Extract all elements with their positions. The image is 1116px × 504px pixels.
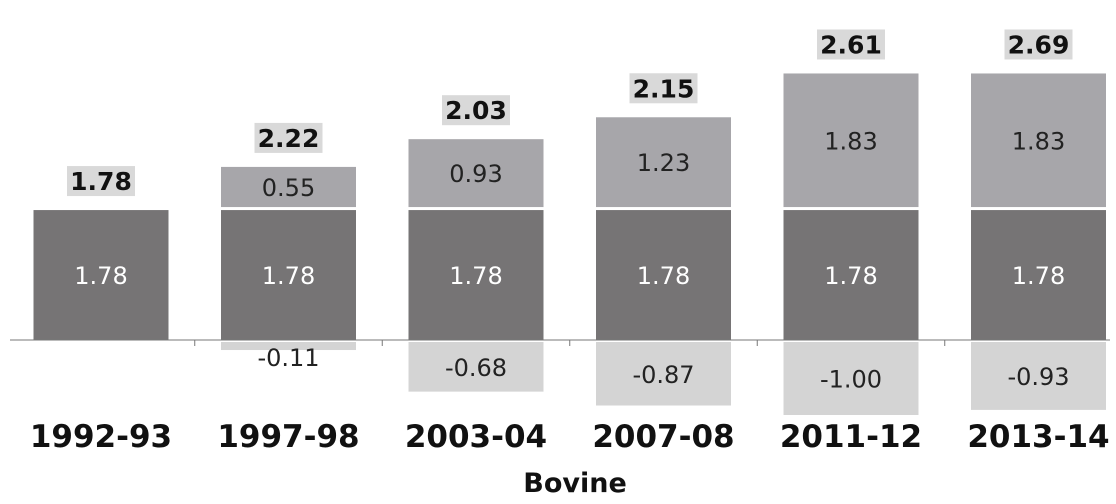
- bar-increase-label: 1.83: [824, 127, 877, 155]
- labels-layer: 1.78 1.78 1992-93 1.78 0.55 -0.11 2.22 1997-98 1…: [30, 29, 1110, 455]
- bar-decrease-segment: [783, 342, 919, 415]
- total-label-box: [442, 95, 510, 126]
- bar-increase-segment: [971, 73, 1106, 208]
- total-label: 2.61: [820, 30, 882, 59]
- bar-base-label: 1.78: [637, 262, 690, 290]
- x-axis-label: Bovine: [523, 468, 627, 499]
- category-label: 1992-93: [30, 419, 172, 455]
- total-label: 2.03: [445, 96, 507, 125]
- bar-increase-segment: [596, 117, 731, 208]
- bar-increase-segment: [783, 73, 919, 208]
- bar-base-segment: [408, 210, 544, 340]
- total-label: 2.22: [258, 124, 320, 153]
- total-label-box: [1004, 29, 1073, 60]
- total-label-box: [254, 122, 323, 153]
- bar-base-segment: [33, 210, 169, 340]
- bar-increase-segment: [408, 139, 544, 208]
- bar-decrease-segment: [408, 342, 544, 392]
- bar-increase-label: 1.83: [1012, 127, 1065, 155]
- category-label: 2013-14: [967, 419, 1109, 455]
- category-label: 2003-04: [405, 419, 547, 455]
- bar-decrease-segment: [596, 342, 731, 406]
- tick-marks: [194, 340, 946, 346]
- total-label: 2.69: [1008, 30, 1070, 59]
- bar-decrease-label: -0.11: [257, 344, 319, 372]
- bar-base-label: 1.78: [824, 262, 877, 290]
- bar-base-segment: [221, 210, 356, 340]
- bar-decrease-label: -0.68: [445, 354, 507, 382]
- bar-increase-label: 0.93: [449, 160, 502, 188]
- bars-layer: [33, 73, 1106, 415]
- bar-decrease-label: -1.00: [820, 366, 882, 394]
- bar-base-segment: [971, 210, 1106, 340]
- bar-decrease-segment: [221, 342, 356, 351]
- bar-increase-label: 0.55: [262, 174, 315, 202]
- total-label: 1.78: [70, 167, 132, 196]
- bar-base-label: 1.78: [74, 262, 127, 290]
- bar-base-label: 1.78: [1012, 262, 1065, 290]
- bar-base-segment: [783, 210, 919, 340]
- total-label: 2.15: [633, 74, 695, 103]
- bar-base-segment: [596, 210, 731, 340]
- bar-decrease-segment: [971, 342, 1106, 410]
- bar-decrease-label: -0.87: [632, 361, 694, 389]
- category-label: 1997-98: [217, 419, 359, 455]
- bar-decrease-label: -0.93: [1007, 363, 1069, 391]
- total-label-box: [817, 29, 885, 60]
- bar-increase-segment: [221, 166, 356, 208]
- bar-base-label: 1.78: [449, 262, 502, 290]
- bar-base-label: 1.78: [262, 262, 315, 290]
- category-label: 2011-12: [780, 419, 922, 455]
- total-label-box: [629, 73, 698, 104]
- category-label: 2007-08: [592, 419, 734, 455]
- bar-increase-label: 1.23: [637, 149, 690, 177]
- total-label-box: [67, 166, 135, 197]
